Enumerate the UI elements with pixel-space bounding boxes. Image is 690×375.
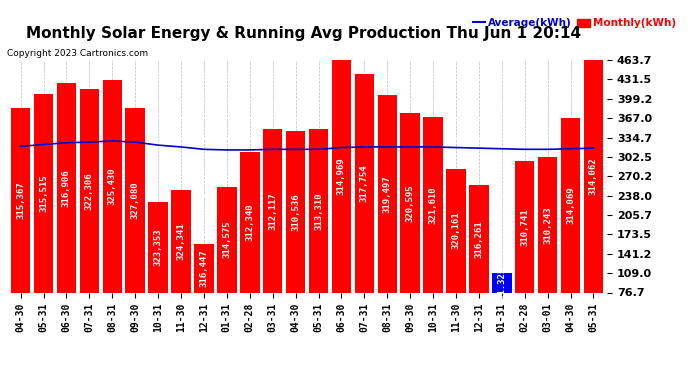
Text: 310,243: 310,243 (543, 206, 552, 244)
Text: 320,595: 320,595 (406, 184, 415, 222)
Text: 314,062: 314,062 (589, 158, 598, 195)
Text: 320,161: 320,161 (451, 212, 460, 249)
Bar (34, 94, 53, 292)
Bar (286, 131, 306, 292)
Text: 312,117: 312,117 (268, 192, 277, 230)
Text: 316,906: 316,906 (62, 169, 71, 207)
Bar (400, 113, 420, 292)
Text: 316,261: 316,261 (475, 220, 484, 258)
Text: 310,741: 310,741 (520, 208, 529, 246)
Text: 315,367: 315,367 (16, 182, 25, 219)
Bar (355, 74, 374, 292)
Text: 312,340: 312,340 (245, 204, 255, 241)
Text: 327,080: 327,080 (130, 182, 139, 219)
Text: 11.325: 11.325 (497, 267, 506, 299)
Bar (308, 129, 328, 292)
Bar (424, 117, 443, 292)
Bar (148, 202, 168, 292)
Text: 314,969: 314,969 (337, 158, 346, 195)
Text: 323,353: 323,353 (154, 228, 163, 266)
Bar (492, 273, 511, 292)
Text: 324,341: 324,341 (177, 222, 186, 260)
Text: Monthly Solar Energy & Running Avg Production Thu Jun 1 20:14: Monthly Solar Energy & Running Avg Produ… (26, 26, 581, 41)
Bar (217, 187, 237, 292)
Bar (377, 95, 397, 292)
Bar (469, 185, 489, 292)
Bar (126, 108, 145, 292)
Text: 322,306: 322,306 (85, 172, 94, 210)
Bar (79, 89, 99, 292)
Bar (103, 80, 122, 292)
Bar (263, 129, 282, 292)
Bar (584, 60, 603, 292)
Bar (194, 244, 214, 292)
Bar (515, 161, 535, 292)
Bar (332, 60, 351, 292)
Bar (240, 152, 259, 292)
Text: 317,754: 317,754 (359, 164, 369, 202)
Text: 325,430: 325,430 (108, 168, 117, 205)
Text: 314,575: 314,575 (222, 221, 231, 258)
Bar (11, 108, 30, 292)
Text: 314,069: 314,069 (566, 186, 575, 224)
Bar (538, 157, 558, 292)
Bar (561, 118, 580, 292)
Text: 316,447: 316,447 (199, 250, 208, 287)
Bar (171, 190, 190, 292)
Bar (446, 168, 466, 292)
Text: 313,310: 313,310 (314, 192, 323, 230)
Text: 321,610: 321,610 (428, 186, 437, 224)
Text: Copyright 2023 Cartronics.com: Copyright 2023 Cartronics.com (7, 49, 148, 58)
Text: 319,497: 319,497 (383, 175, 392, 213)
Legend: Average(kWh), Monthly(kWh): Average(kWh), Monthly(kWh) (469, 14, 680, 32)
Text: 315,515: 315,515 (39, 174, 48, 212)
Bar (57, 83, 76, 292)
Text: 310,536: 310,536 (291, 193, 300, 231)
